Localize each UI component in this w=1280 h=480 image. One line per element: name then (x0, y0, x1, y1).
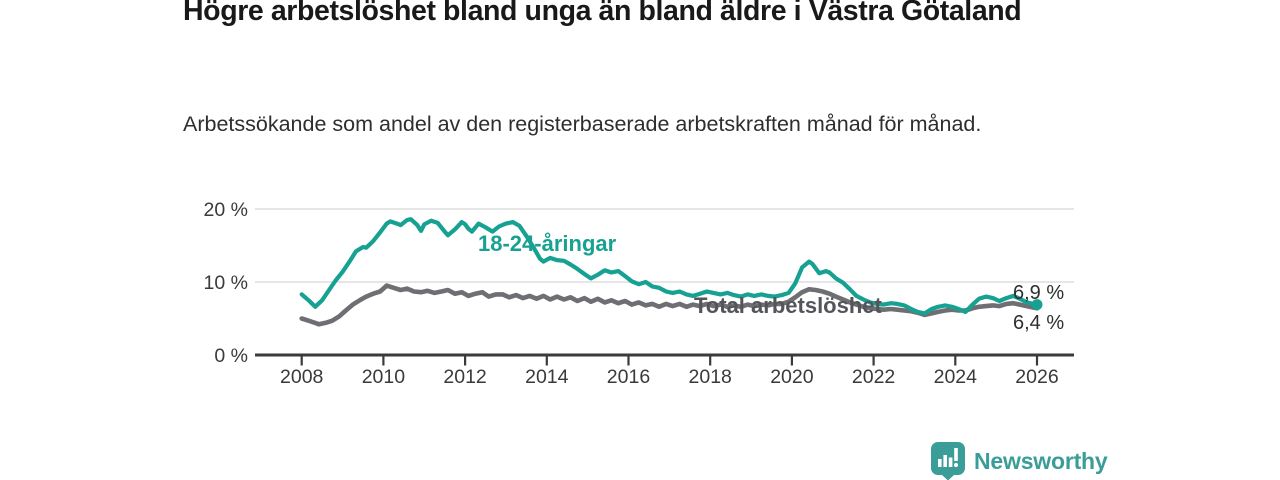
series-label-youth: 18-24-åringar (478, 231, 617, 256)
y-axis-label-20: 20 % (204, 199, 248, 221)
y-axis-label-10: 10 % (204, 272, 248, 294)
y-axis-label-0: 0 % (214, 345, 248, 367)
x-axis-label-2012: 2012 (443, 366, 486, 388)
x-axis-label-2024: 2024 (934, 366, 978, 388)
x-axis-label-2008: 2008 (280, 366, 323, 388)
x-axis-label-2018: 2018 (689, 366, 732, 388)
series-line-youth (299, 217, 1040, 316)
x-axis-label-2026: 2026 (1015, 366, 1058, 388)
x-axis-label-2016: 2016 (607, 366, 650, 388)
end-dot-youth (1031, 299, 1043, 311)
x-axis-label-2022: 2022 (852, 366, 895, 388)
x-axis-label-2014: 2014 (525, 366, 569, 388)
newsworthy-brand-text: Newsworthy (974, 448, 1108, 474)
page-title: Högre arbetslöshet bland unga än bland ä… (183, 0, 1022, 27)
end-value-label-total: 6,4 % (1013, 312, 1064, 334)
newsworthy-logo-icon (931, 442, 965, 480)
x-axis-label-2010: 2010 (362, 366, 406, 388)
end-value-label-youth: 6,9 % (1013, 282, 1064, 304)
series-label-total: Total arbetslöshet (694, 293, 883, 318)
newsworthy-logo: Newsworthy (931, 442, 1108, 480)
chart-subtitle: Arbetssökande som andel av den registerb… (183, 112, 982, 136)
x-axis-label-2020: 2020 (770, 366, 814, 388)
